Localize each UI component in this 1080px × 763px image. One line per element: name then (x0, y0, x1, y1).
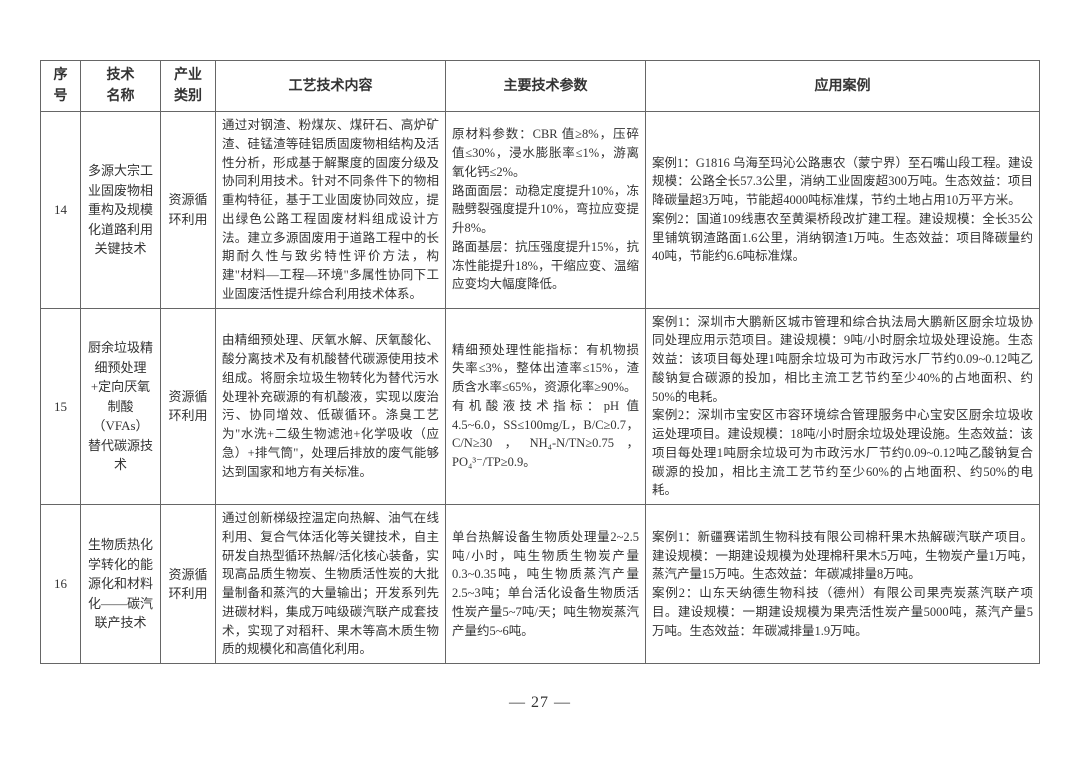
header-param: 主要技术参数 (446, 61, 646, 112)
cell-seq: 16 (41, 505, 81, 664)
cell-tech: 生物质热化学转化的能源化和材料化——碳汽联产技术 (81, 505, 161, 664)
cell-case: 案例1：G1816 乌海至玛沁公路惠农（蒙宁界）至石嘴山段工程。建设规模：公路全… (646, 112, 1040, 309)
header-seq: 序号 (41, 61, 81, 112)
cell-param: 精细预处理性能指标：有机物损失率≤3%，整体出渣率≤15%，渣质含水率≤65%，… (446, 308, 646, 505)
table-row: 15 厨余垃圾精细预处理+定向厌氧制酸（VFAs）替代碳源技术 资源循环利用 由… (41, 308, 1040, 505)
page-number: — 27 — (40, 694, 1040, 712)
cell-param: 原材料参数：CBR 值≥8%，压碎值≤30%，浸水膨胀率≤1%，游离氧化钙≤2%… (446, 112, 646, 309)
header-ind: 产业类别 (161, 61, 216, 112)
cell-ind: 资源循环利用 (161, 308, 216, 505)
cell-tech: 厨余垃圾精细预处理+定向厌氧制酸（VFAs）替代碳源技术 (81, 308, 161, 505)
table-header-row: 序号 技术名称 产业类别 工艺技术内容 主要技术参数 应用案例 (41, 61, 1040, 112)
header-case: 应用案例 (646, 61, 1040, 112)
header-content: 工艺技术内容 (216, 61, 446, 112)
table-row: 16 生物质热化学转化的能源化和材料化——碳汽联产技术 资源循环利用 通过创新梯… (41, 505, 1040, 664)
table-row: 14 多源大宗工业固废物相重构及规模化道路利用关键技术 资源循环利用 通过对钢渣… (41, 112, 1040, 309)
cell-content: 通过创新梯级控温定向热解、油气在线利用、复合气体活化等关键技术，自主研发自热型循… (216, 505, 446, 664)
header-tech: 技术名称 (81, 61, 161, 112)
cell-param: 单台热解设备生物质处理量2~2.5吨/小时，吨生物质生物炭产量0.3~0.35吨… (446, 505, 646, 664)
cell-case: 案例1：新疆赛诺凯生物科技有限公司棉秆果木热解碳汽联产项目。建设规模：一期建设规… (646, 505, 1040, 664)
technology-table: 序号 技术名称 产业类别 工艺技术内容 主要技术参数 应用案例 14 多源大宗工… (40, 60, 1040, 664)
cell-content: 通过对钢渣、粉煤灰、煤矸石、高炉矿渣、硅锰渣等硅铝质固废物相结构及活性分析，形成… (216, 112, 446, 309)
cell-ind: 资源循环利用 (161, 505, 216, 664)
cell-case: 案例1：深圳市大鹏新区城市管理和综合执法局大鹏新区厨余垃圾协同处理应用示范项目。… (646, 308, 1040, 505)
cell-seq: 15 (41, 308, 81, 505)
cell-content: 由精细预处理、厌氧水解、厌氧酸化、酸分离技术及有机酸替代碳源使用技术组成。将厨余… (216, 308, 446, 505)
cell-tech: 多源大宗工业固废物相重构及规模化道路利用关键技术 (81, 112, 161, 309)
cell-seq: 14 (41, 112, 81, 309)
cell-ind: 资源循环利用 (161, 112, 216, 309)
